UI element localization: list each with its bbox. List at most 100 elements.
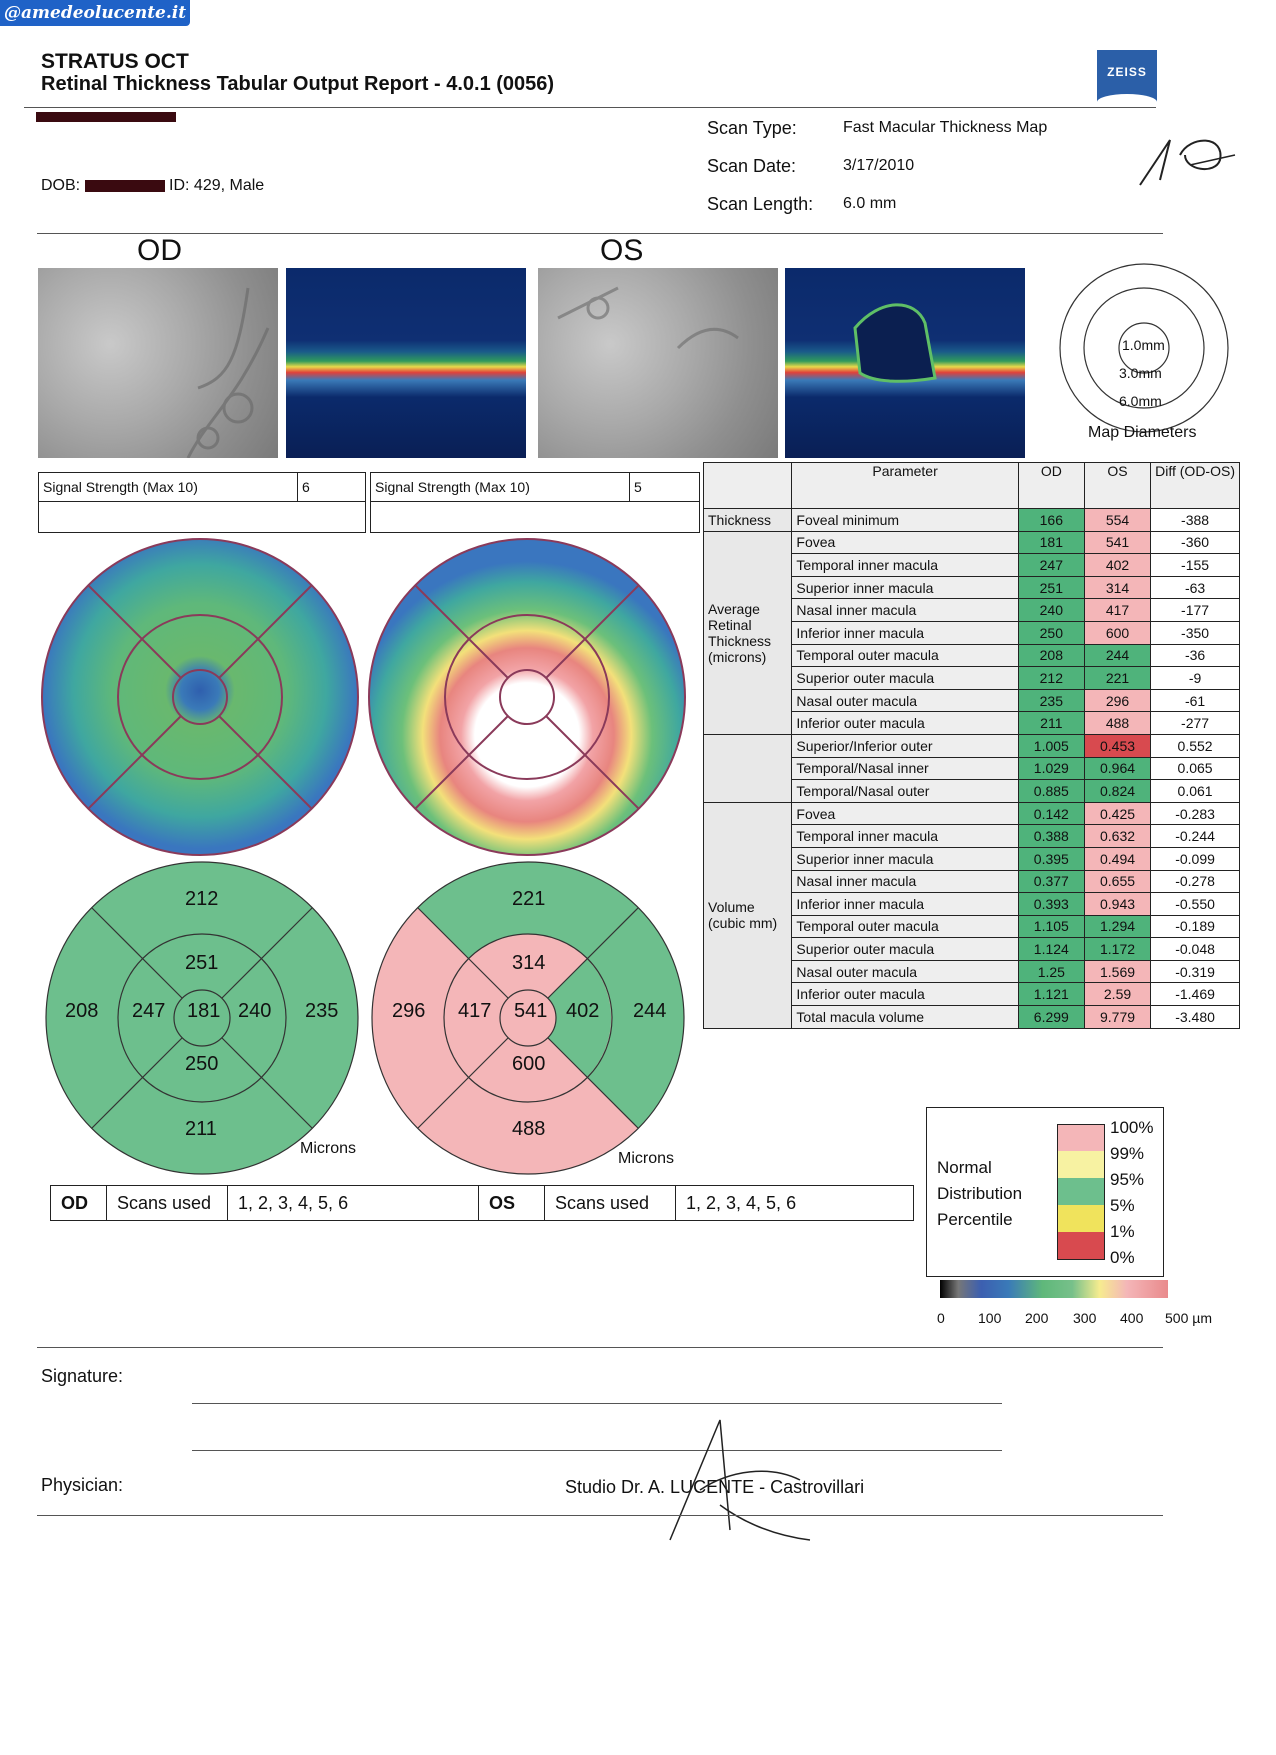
row-os: 1.294 — [1083, 914, 1152, 939]
row-name: Inferior outer macula — [791, 982, 1019, 1007]
od-bscan-image — [286, 268, 526, 458]
od-nasal-outer: 235 — [305, 1000, 339, 1022]
header-od: OD — [1017, 462, 1085, 509]
row-name: Superior/Inferior outer — [791, 733, 1019, 758]
row-os: 0.494 — [1083, 846, 1152, 871]
watermark: @amedeolucente.it — [0, 0, 190, 26]
row-od: 250 — [1017, 620, 1085, 645]
table-row: Temporal/Nasal inner 1.029 0.964 0.065 — [704, 756, 1240, 781]
row-diff: -0.048 — [1150, 937, 1240, 961]
table-row: Volume (cubic mm) Fovea 0.142 0.425 -0.2… — [702, 801, 1240, 1029]
od-signal-value: 6 — [297, 472, 366, 502]
signature-line-1 — [192, 1403, 1002, 1404]
legend-title-line1: Normal — [937, 1158, 992, 1177]
scans-od-caption: Scans used — [106, 1185, 228, 1221]
scan-length-value: 6.0 mm — [843, 195, 897, 212]
scans-os-value: 1, 2, 3, 4, 5, 6 — [675, 1185, 914, 1221]
legend-title-line3: Percentile — [937, 1210, 1013, 1229]
table-row: Temporal inner macula 0.388 0.632 -0.244 — [704, 824, 1240, 848]
group-volume: Volume (cubic mm) — [702, 801, 793, 1029]
row-od: 0.393 — [1017, 892, 1085, 916]
legend-title: Normal Distribution Percentile — [937, 1155, 1022, 1233]
table-row: Superior outer macula 212 221 -9 — [704, 666, 1240, 690]
row-od: 208 — [1017, 643, 1085, 668]
group-ratio — [702, 733, 793, 803]
od-inferior-inner: 250 — [185, 1053, 219, 1075]
row-name: Nasal outer macula — [791, 959, 1019, 984]
od-signal-label: Signal Strength (Max 10) — [38, 472, 298, 502]
row-diff: -63 — [1150, 575, 1240, 600]
row-od: 1.005 — [1017, 733, 1085, 758]
header-os: OS — [1083, 462, 1152, 509]
row-name: Nasal inner macula — [791, 598, 1019, 622]
os-title: OS — [600, 234, 644, 267]
scan-date-label: Scan Date: — [707, 156, 797, 176]
footer-divider-bottom — [37, 1515, 1163, 1516]
row-name: Temporal/Nasal outer — [791, 779, 1019, 803]
row-os: 9.779 — [1083, 1005, 1152, 1029]
row-name: Inferior outer macula — [791, 711, 1019, 735]
row-os: 0.655 — [1083, 869, 1152, 894]
report-title: STRATUS OCT — [41, 50, 189, 73]
row-diff: -1.469 — [1150, 982, 1240, 1007]
row-diff: -0.550 — [1150, 892, 1240, 916]
group-average-thickness: Average Retinal Thickness (microns) — [702, 530, 793, 735]
scale-300: 300 — [1073, 1310, 1097, 1326]
legend-p0: 0% — [1110, 1248, 1135, 1267]
scan-date-value: 3/17/2010 — [843, 157, 915, 174]
table-row: Temporal outer macula 1.105 1.294 -0.189 — [704, 914, 1240, 939]
row-os: 1.172 — [1083, 937, 1152, 961]
footer-divider-top — [37, 1347, 1163, 1348]
row-os: 0.943 — [1083, 892, 1152, 916]
scale-0: 0 — [937, 1310, 945, 1326]
row-os: 314 — [1083, 575, 1152, 600]
row-diff: -0.189 — [1150, 914, 1240, 939]
row-od: 181 — [1017, 530, 1085, 555]
row-diff: 0.552 — [1150, 733, 1240, 758]
row-name: Nasal inner macula — [791, 869, 1019, 894]
row-diff: -0.244 — [1150, 824, 1240, 848]
patient-info: DOB: ID: 429, Male — [41, 177, 264, 195]
map-diameters-caption: Map Diameters — [1088, 424, 1197, 441]
scans-os-label: OS — [478, 1185, 545, 1221]
row-diff: -388 — [1150, 508, 1240, 532]
row-od: 0.377 — [1017, 869, 1085, 894]
od-thickness-map — [41, 538, 359, 856]
row-name: Temporal outer macula — [791, 914, 1019, 939]
row-diff: -0.283 — [1150, 801, 1240, 826]
table-row: Temporal outer macula 208 244 -36 — [704, 643, 1240, 668]
dob-label: DOB: — [41, 177, 81, 194]
od-nasal-inner: 240 — [238, 1000, 272, 1022]
row-od: 0.142 — [1017, 801, 1085, 826]
redacted-dob — [84, 179, 165, 192]
row-od: 0.388 — [1017, 824, 1085, 848]
row-diff: -177 — [1150, 598, 1240, 622]
row-name: Superior inner macula — [791, 575, 1019, 600]
row-name: Fovea — [791, 530, 1019, 555]
od-superior-inner: 251 — [185, 952, 219, 974]
row-os: 296 — [1083, 688, 1152, 713]
row-od: 1.105 — [1017, 914, 1085, 939]
row-od: 211 — [1017, 711, 1085, 735]
row-os: 0.632 — [1083, 824, 1152, 848]
row-diff: -3.480 — [1150, 1005, 1240, 1029]
scans-used-table: OD Scans used 1, 2, 3, 4, 5, 6 OS Scans … — [50, 1185, 914, 1221]
row-od: 240 — [1017, 598, 1085, 622]
od-temporal-outer: 208 — [65, 1000, 99, 1022]
row-name: Superior inner macula — [791, 846, 1019, 871]
group-thickness: Thickness — [702, 508, 793, 532]
table-row: Superior inner macula 0.395 0.494 -0.099 — [704, 846, 1240, 871]
legend-color-bar — [1057, 1124, 1105, 1260]
header-diff: Diff (OD-OS) — [1150, 462, 1240, 509]
row-os: 417 — [1083, 598, 1152, 622]
table-row: Nasal outer macula 1.25 1.569 -0.319 — [704, 959, 1240, 984]
row-os: 0.425 — [1083, 801, 1152, 826]
diam-6mm: 6.0mm — [1119, 393, 1162, 409]
os-sector-chart — [371, 861, 685, 1175]
od-title: OD — [137, 234, 182, 267]
table-row: Inferior outer macula 211 488 -277 — [704, 711, 1240, 735]
parameter-table: Parameter OD OS Diff (OD-OS) Thickness F… — [702, 462, 1240, 1029]
table-row: Inferior inner macula 250 600 -350 — [704, 620, 1240, 645]
scale-500: 500 µm — [1165, 1310, 1212, 1326]
row-name: Superior outer macula — [791, 666, 1019, 690]
